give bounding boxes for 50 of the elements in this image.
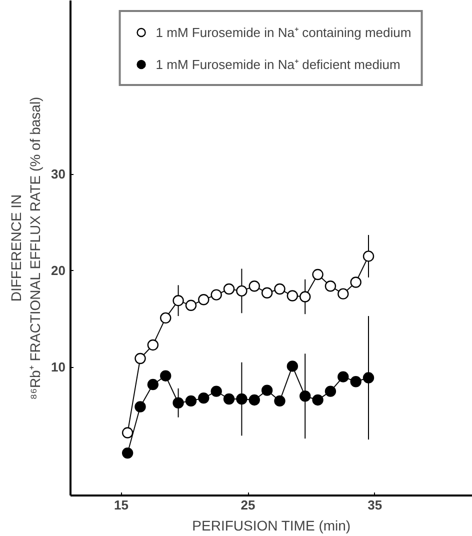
point bbox=[261, 287, 273, 298]
point bbox=[160, 370, 172, 382]
x-axis-title: PERIFUSION TIME (min) bbox=[192, 518, 351, 534]
point bbox=[274, 283, 286, 295]
point bbox=[185, 300, 197, 311]
point bbox=[172, 295, 184, 306]
point bbox=[223, 393, 235, 405]
y-tick-label: 20 bbox=[51, 263, 66, 278]
legend-label: 1 mM Furosemide in Na⁺ containing medium bbox=[156, 24, 412, 41]
point bbox=[338, 371, 349, 382]
point bbox=[261, 384, 273, 396]
point bbox=[312, 268, 324, 280]
point bbox=[210, 386, 222, 397]
point bbox=[236, 285, 248, 297]
point bbox=[324, 280, 336, 292]
point bbox=[248, 394, 260, 406]
point bbox=[122, 427, 134, 438]
point bbox=[172, 397, 184, 408]
point bbox=[324, 386, 336, 397]
y-tick-label: 30 bbox=[51, 166, 66, 182]
point bbox=[312, 394, 324, 406]
point bbox=[300, 291, 311, 302]
x-tick-label: 25 bbox=[240, 498, 256, 512]
point bbox=[362, 372, 374, 384]
point bbox=[274, 395, 286, 407]
point bbox=[300, 390, 311, 402]
point bbox=[122, 447, 134, 459]
legend-label: 1 mM Furosemide in Na⁺ deficient medium bbox=[156, 56, 400, 73]
point bbox=[350, 376, 362, 388]
point bbox=[248, 280, 260, 292]
point bbox=[134, 401, 146, 412]
point bbox=[210, 289, 222, 300]
point bbox=[338, 288, 349, 300]
y-axis-title: DIFFERENCE IN ⁸⁶Rb⁺ FRACTIONAL EFFLUX RATE (% of basal) bbox=[8, 96, 44, 400]
x-tick-label: 35 bbox=[368, 498, 382, 512]
point bbox=[147, 339, 159, 351]
point bbox=[198, 392, 210, 404]
point bbox=[286, 360, 298, 372]
y-tick-label: 10 bbox=[51, 360, 66, 375]
point bbox=[286, 290, 298, 302]
point bbox=[236, 393, 248, 405]
point bbox=[198, 294, 210, 306]
point bbox=[350, 276, 362, 288]
point bbox=[147, 378, 159, 390]
point bbox=[160, 312, 172, 324]
point bbox=[185, 395, 197, 407]
point bbox=[134, 352, 146, 364]
point bbox=[223, 283, 235, 295]
x-tick-label: 15 bbox=[114, 498, 128, 512]
point bbox=[362, 250, 374, 262]
